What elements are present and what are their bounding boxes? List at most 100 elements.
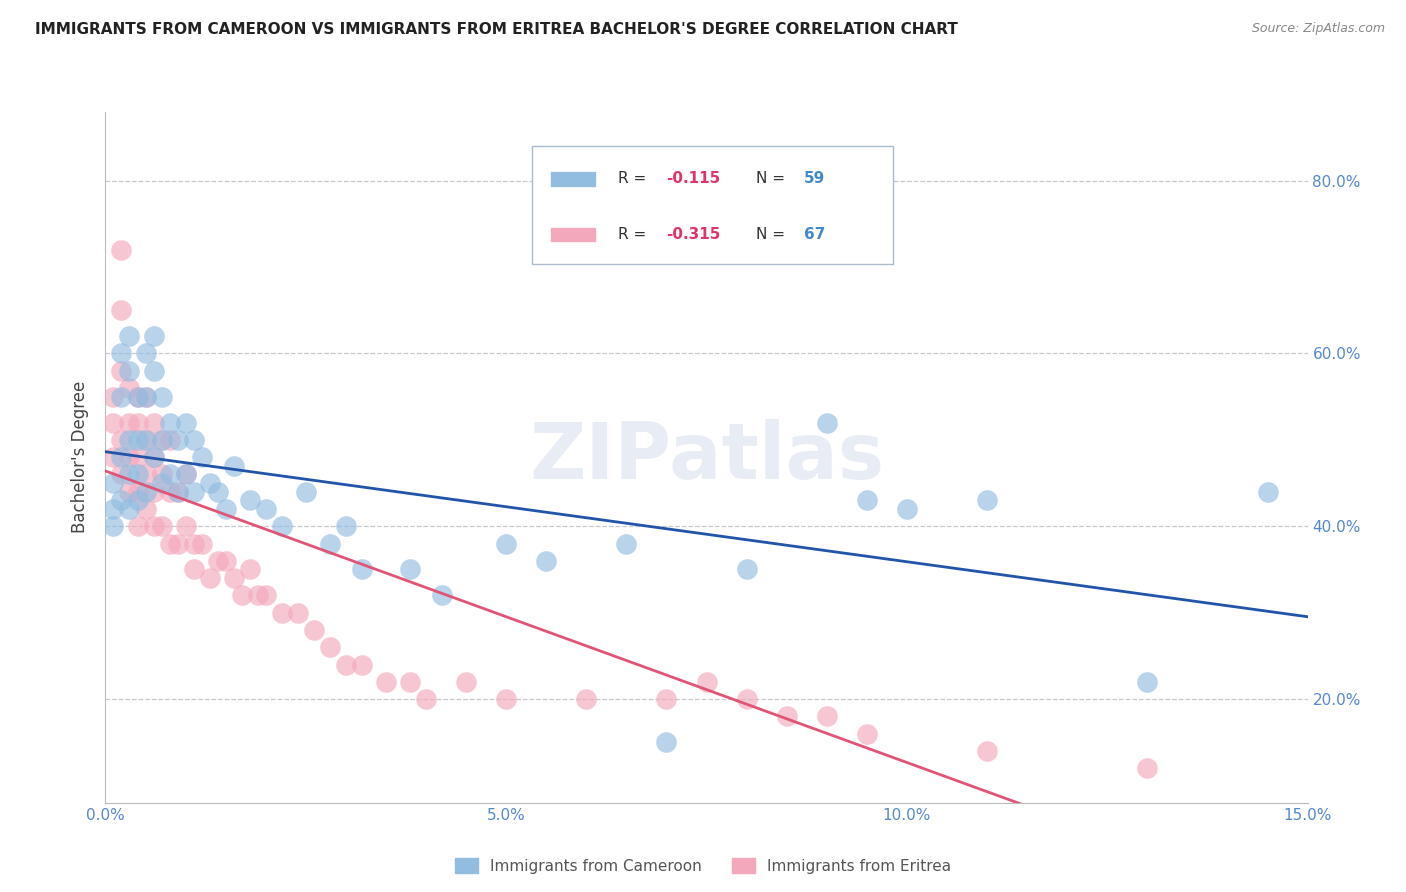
Point xyxy=(1257,484,1279,499)
Point xyxy=(319,640,342,655)
Point xyxy=(302,623,325,637)
Text: 59: 59 xyxy=(804,171,825,186)
Point xyxy=(135,390,157,404)
Point xyxy=(335,657,357,672)
Point xyxy=(103,450,125,465)
Point xyxy=(855,493,877,508)
Point xyxy=(166,536,188,550)
Point xyxy=(142,484,165,499)
Point xyxy=(350,562,373,576)
Point xyxy=(142,416,165,430)
Point xyxy=(127,467,149,482)
Point xyxy=(166,484,188,499)
Point xyxy=(118,450,141,465)
Point xyxy=(319,536,342,550)
Text: R =: R = xyxy=(617,227,651,242)
Point xyxy=(150,519,173,533)
Point xyxy=(135,346,157,360)
Point xyxy=(335,519,357,533)
Point xyxy=(110,433,132,447)
Point xyxy=(127,484,149,499)
Point xyxy=(118,364,141,378)
Point xyxy=(118,467,141,482)
Point xyxy=(142,450,165,465)
Point xyxy=(295,484,318,499)
Y-axis label: Bachelor's Degree: Bachelor's Degree xyxy=(72,381,90,533)
Text: Source: ZipAtlas.com: Source: ZipAtlas.com xyxy=(1251,22,1385,36)
Point xyxy=(135,433,157,447)
Point xyxy=(166,433,188,447)
Point xyxy=(110,243,132,257)
Point xyxy=(231,589,253,603)
Point xyxy=(976,493,998,508)
Point xyxy=(150,476,173,491)
Point xyxy=(190,536,212,550)
Point xyxy=(776,709,799,723)
Point xyxy=(976,744,998,758)
Point xyxy=(127,390,149,404)
Point xyxy=(1136,674,1159,689)
Point xyxy=(270,606,292,620)
Point xyxy=(190,450,212,465)
Point xyxy=(655,692,678,706)
Text: -0.115: -0.115 xyxy=(665,171,720,186)
Point xyxy=(207,554,229,568)
Point xyxy=(655,735,678,749)
Point xyxy=(159,416,181,430)
Point xyxy=(103,416,125,430)
Point xyxy=(246,589,269,603)
Point xyxy=(616,536,638,550)
Point xyxy=(214,554,236,568)
Point xyxy=(534,554,557,568)
Point xyxy=(110,364,132,378)
FancyBboxPatch shape xyxy=(550,171,596,186)
Point xyxy=(110,467,132,482)
Point xyxy=(183,484,205,499)
Point xyxy=(127,450,149,465)
FancyBboxPatch shape xyxy=(550,227,596,242)
Point xyxy=(575,692,598,706)
Point xyxy=(135,390,157,404)
Point xyxy=(127,416,149,430)
Point xyxy=(127,433,149,447)
Point xyxy=(118,502,141,516)
Point xyxy=(616,243,638,257)
Point xyxy=(150,433,173,447)
Text: N =: N = xyxy=(756,171,790,186)
Point xyxy=(127,519,149,533)
Text: N =: N = xyxy=(756,227,790,242)
Point xyxy=(174,519,197,533)
Point xyxy=(110,346,132,360)
Point xyxy=(110,450,132,465)
Point xyxy=(159,433,181,447)
Point xyxy=(127,390,149,404)
Text: IMMIGRANTS FROM CAMEROON VS IMMIGRANTS FROM ERITREA BACHELOR'S DEGREE CORRELATIO: IMMIGRANTS FROM CAMEROON VS IMMIGRANTS F… xyxy=(35,22,957,37)
Point xyxy=(183,536,205,550)
Point xyxy=(454,674,477,689)
Point xyxy=(118,381,141,395)
Point xyxy=(399,674,422,689)
Point xyxy=(150,433,173,447)
Point xyxy=(815,709,838,723)
Point xyxy=(159,484,181,499)
Point xyxy=(150,467,173,482)
Point xyxy=(174,416,197,430)
Point xyxy=(142,450,165,465)
Point xyxy=(166,484,188,499)
Point xyxy=(399,562,422,576)
Point xyxy=(118,484,141,499)
Point xyxy=(110,493,132,508)
Point xyxy=(135,467,157,482)
Text: 67: 67 xyxy=(804,227,825,242)
Point xyxy=(118,329,141,343)
Point xyxy=(239,493,262,508)
Point xyxy=(896,502,918,516)
Point xyxy=(1136,761,1159,775)
Point xyxy=(135,433,157,447)
Point xyxy=(270,519,292,533)
Point xyxy=(118,433,141,447)
Point xyxy=(159,467,181,482)
Text: R =: R = xyxy=(617,171,651,186)
Point xyxy=(696,674,718,689)
Point xyxy=(207,484,229,499)
